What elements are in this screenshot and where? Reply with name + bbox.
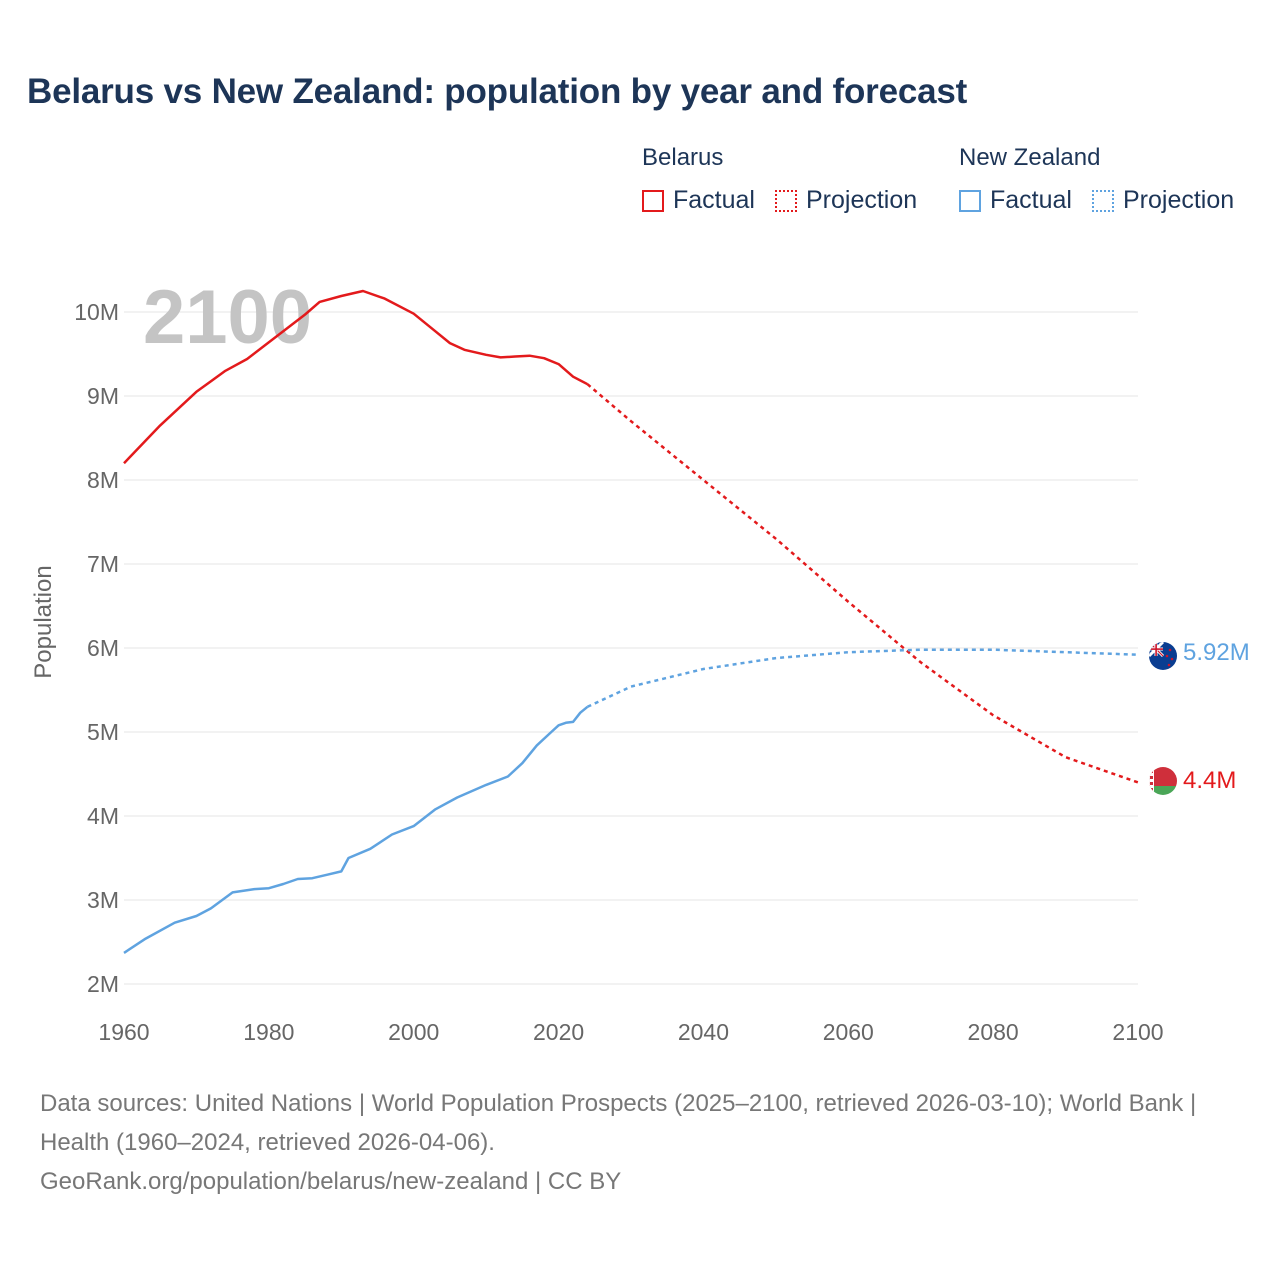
legend-belarus-factual[interactable]: Factual (642, 186, 755, 215)
chart-title: Belarus vs New Zealand: population by ye… (27, 72, 968, 111)
y-tick-label: 10M (74, 299, 119, 325)
x-tick-label: 2020 (533, 1019, 584, 1045)
legend-nz-factual[interactable]: Factual (959, 186, 1072, 215)
legend-label: Projection (1123, 186, 1235, 214)
y-tick-label: 5M (87, 719, 119, 745)
legend-nz-projection[interactable]: Projection (1092, 186, 1234, 215)
x-tick-label: 1960 (98, 1019, 149, 1045)
x-tick-label: 2040 (678, 1019, 729, 1045)
legend-group-new-zealand: New Zealand (959, 144, 1101, 171)
credit-link[interactable]: GeoRank.org/population/belarus/new-zeala… (40, 1168, 622, 1195)
legend-label: Factual (990, 186, 1072, 214)
legend-swatch-nz-projection (1092, 189, 1114, 212)
y-axis-label: Population (30, 565, 57, 678)
flag-new-zealand-icon (1149, 642, 1177, 670)
y-tick-label: 7M (87, 551, 119, 577)
y-tick-label: 6M (87, 635, 119, 661)
y-tick-label: 8M (87, 467, 119, 493)
grid (124, 311, 1138, 985)
series-line-new-zealand-projection[interactable] (586, 648, 1139, 708)
end-label-belarus: 4.4M (1183, 767, 1236, 794)
x-tick-label: 2060 (823, 1019, 874, 1045)
legend-swatch-belarus-projection (775, 189, 797, 212)
footer: Data sources: United Nations | World Pop… (40, 1084, 1230, 1201)
legend-group-belarus: Belarus (642, 144, 724, 171)
legend-belarus-projection[interactable]: Projection (775, 186, 917, 215)
x-tick-label: 1980 (243, 1019, 294, 1045)
end-label-new-zealand: 5.92M (1183, 639, 1250, 666)
legend-label: Factual (673, 186, 755, 214)
x-tick-label: 2100 (1112, 1019, 1163, 1045)
legend-swatch-belarus-factual (642, 189, 664, 212)
year-display: 2100 (143, 275, 312, 360)
series-line-belarus-projection[interactable] (586, 383, 1139, 784)
series-line-belarus-factual[interactable] (123, 289, 589, 465)
legend-label: Projection (806, 186, 918, 214)
data-sources: Data sources: United Nations | World Pop… (40, 1090, 1197, 1156)
axes: 2M 3M 4M 5M 6M 7M 8M 9M 10M 1960 1980 2000 2020 2040 2… (74, 299, 1163, 1045)
y-tick-label: 4M (87, 803, 119, 829)
series-line-new-zealand-factual[interactable] (123, 705, 589, 954)
series (123, 289, 1139, 954)
legend-swatch-nz-factual (959, 189, 981, 212)
y-tick-label: 3M (87, 887, 119, 913)
flag-belarus-icon (1149, 767, 1177, 795)
x-tick-label: 2000 (388, 1019, 439, 1045)
y-tick-label: 2M (87, 971, 119, 997)
y-tick-label: 9M (87, 383, 119, 409)
x-tick-label: 2080 (968, 1019, 1019, 1045)
